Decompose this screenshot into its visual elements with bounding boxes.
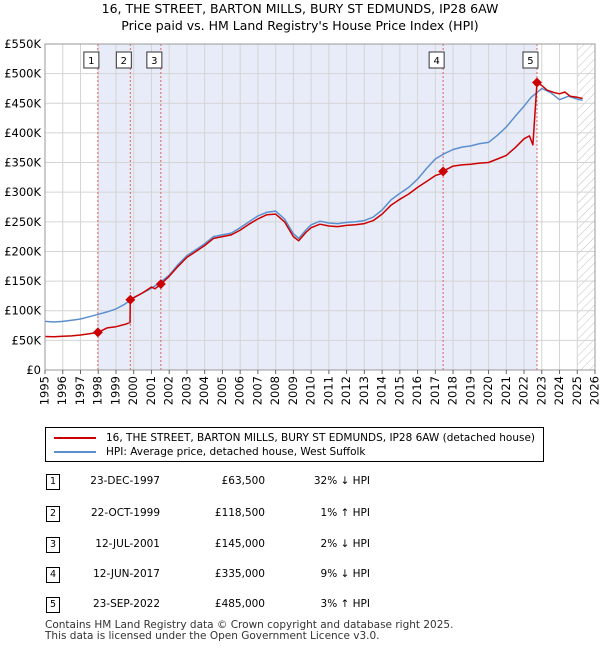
sale-hpi-diff: 3% ↑ HPI (320, 598, 370, 610)
legend-swatch-property (54, 437, 96, 439)
sale-label-box (115, 51, 132, 69)
sale-label-box (83, 51, 100, 69)
x-tick-label: 2023 (534, 376, 548, 405)
y-tick-label: £350K (4, 156, 41, 170)
x-tick-label: 1996 (55, 376, 69, 405)
footer-attribution: Contains HM Land Registry data © Crown c… (45, 620, 453, 642)
x-tick-label: 2015 (392, 376, 406, 405)
x-tick-label: 1998 (91, 376, 105, 405)
x-tick-label: 2019 (463, 376, 477, 405)
sale-date: 12-JUN-2017 (93, 568, 160, 580)
sale-label: 2 (121, 56, 127, 67)
x-tick-label: 2006 (233, 376, 247, 405)
legend-swatch-hpi (54, 451, 96, 453)
sale-label: 5 (527, 56, 533, 67)
sale-price: £63,500 (221, 475, 265, 487)
sale-number-badge: 1 (46, 474, 60, 490)
y-tick-label: £500K (4, 67, 41, 81)
footer-copyright: Contains HM Land Registry data © Crown c… (45, 619, 454, 631)
sale-label: 3 (151, 56, 157, 67)
x-tick-label: 2007 (250, 376, 264, 405)
x-tick-label: 2013 (357, 376, 371, 405)
sale-date: 23-DEC-1997 (90, 475, 160, 487)
sale-number-badge: 2 (46, 506, 60, 522)
plot-frame (44, 43, 596, 371)
x-tick-label: 2025 (570, 376, 584, 405)
y-tick-label: £50K (12, 333, 42, 347)
sale-date: 23-SEP-2022 (92, 598, 160, 610)
sale-number-badge: 4 (46, 567, 60, 583)
x-tick-label: 2008 (268, 376, 282, 405)
table-row: 4 12-JUN-2017 £335,000 9% ↓ HPI (0, 566, 600, 584)
x-tick-label: 2011 (321, 376, 335, 405)
chart-legend: 16, THE STREET, BARTON MILLS, BURY ST ED… (45, 427, 544, 462)
x-tick-label: 2002 (162, 376, 176, 405)
x-tick-label: 2017 (428, 376, 442, 405)
sale-hpi-diff: 2% ↓ HPI (320, 538, 370, 550)
chart-title: 16, THE STREET, BARTON MILLS, BURY ST ED… (101, 1, 499, 16)
sale-point (438, 166, 449, 177)
legend-label-hpi: HPI: Average price, detached house, West… (106, 446, 366, 458)
sale-price: £335,000 (214, 568, 265, 580)
sale-date: 12-JUL-2001 (95, 538, 160, 550)
x-tick-label: 2001 (144, 376, 158, 405)
x-tick-label: 1995 (38, 376, 52, 405)
sale-hpi-diff: 9% ↓ HPI (320, 568, 370, 580)
table-row: 5 23-SEP-2022 £485,000 3% ↑ HPI (0, 596, 600, 614)
x-tick-label: 1999 (108, 376, 122, 405)
x-tick-label: 2009 (286, 376, 300, 405)
sale-price: £118,500 (214, 507, 265, 519)
y-tick-label: £250K (4, 215, 41, 229)
y-tick-label: £0 (26, 363, 41, 377)
y-tick-label: £200K (4, 244, 41, 258)
y-tick-label: £550K (4, 37, 41, 51)
sale-point (125, 294, 136, 305)
chart-subtitle: Price paid vs. HM Land Registry's House … (121, 18, 479, 33)
x-tick-label: 2018 (446, 376, 460, 405)
x-tick-label: 2021 (499, 376, 513, 405)
sale-label-box (522, 51, 539, 69)
sale-number-badge: 5 (46, 597, 60, 613)
legend-item-hpi: HPI: Average price, detached house, West… (54, 445, 366, 459)
sale-label: 1 (88, 56, 94, 67)
sale-date: 22-OCT-1999 (91, 507, 160, 519)
x-tick-label: 2022 (517, 376, 531, 405)
y-tick-label: £150K (4, 274, 41, 288)
x-tick-label: 2004 (197, 376, 211, 405)
x-tick-label: 2014 (375, 376, 389, 405)
legend-label-property: 16, THE STREET, BARTON MILLS, BURY ST ED… (106, 432, 536, 444)
x-tick-label: 2016 (410, 376, 424, 405)
sale-price: £145,000 (214, 538, 265, 550)
footer-licence: This data is licensed under the Open Gov… (45, 630, 380, 642)
sale-hpi-diff: 32% ↓ HPI (313, 475, 370, 487)
price-chart: 1 2 3 4 5 £0 £50K £100K £150K £200K £250K £300K £35… (4, 37, 600, 405)
y-tick-label: £400K (4, 126, 41, 140)
x-tick-label: 2005 (215, 376, 229, 405)
table-row: 2 22-OCT-1999 £118,500 1% ↑ HPI (0, 505, 600, 523)
sale-point (155, 279, 166, 290)
sale-price: £485,000 (214, 598, 265, 610)
x-tick-label: 2010 (304, 376, 318, 405)
x-tick-label: 2020 (481, 376, 495, 405)
x-tick-label: 2024 (552, 376, 566, 405)
table-row: 1 23-DEC-1997 £63,500 32% ↓ HPI (0, 473, 600, 491)
sale-hpi-diff: 1% ↑ HPI (320, 507, 370, 519)
y-tick-label: £100K (4, 304, 41, 318)
sale-number-badge: 3 (46, 537, 60, 553)
x-tick-label: 1997 (73, 376, 87, 405)
ownership-band (97, 44, 537, 370)
table-row: 3 12-JUL-2001 £145,000 2% ↓ HPI (0, 536, 600, 554)
sale-label-box (146, 51, 163, 69)
x-tick-label: 2000 (126, 376, 140, 405)
x-tick-label: 2026 (588, 376, 600, 405)
x-tick-label: 2003 (179, 376, 193, 405)
forecast-hatch (577, 44, 595, 370)
legend-item-property: 16, THE STREET, BARTON MILLS, BURY ST ED… (54, 431, 535, 445)
y-tick-label: £300K (4, 185, 41, 199)
sale-point (532, 77, 542, 88)
sale-label: 4 (433, 56, 439, 67)
x-tick-label: 2012 (339, 376, 353, 405)
y-tick-label: £450K (4, 96, 41, 110)
sale-label-box (428, 51, 445, 69)
